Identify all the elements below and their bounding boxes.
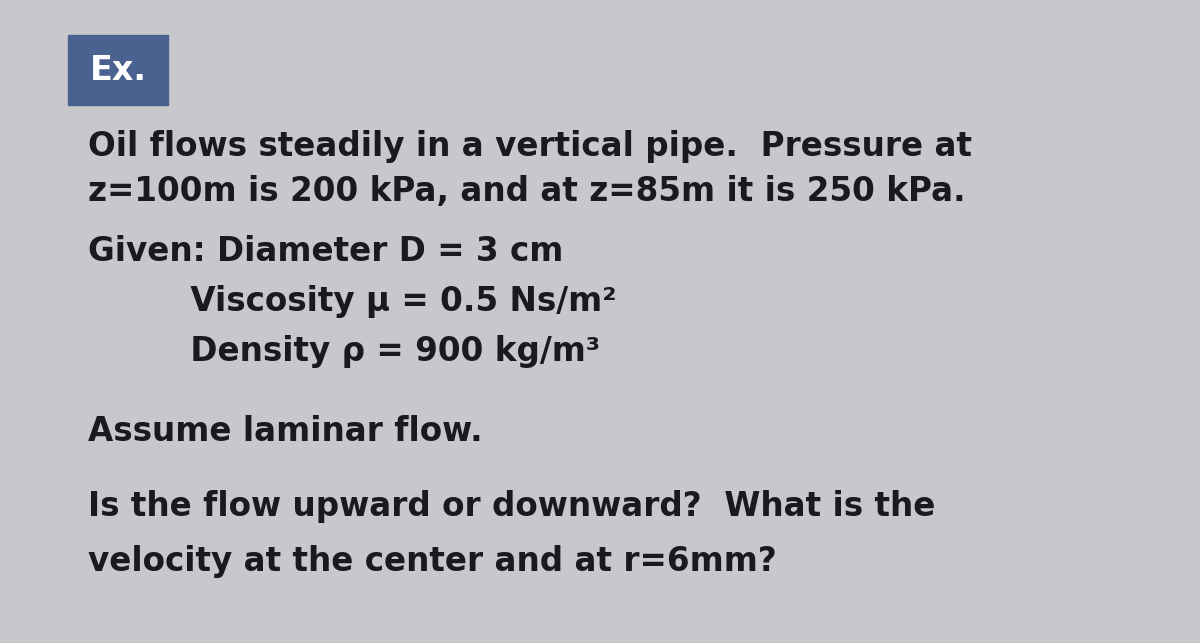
Text: Viscosity μ = 0.5 Ns/m²: Viscosity μ = 0.5 Ns/m² <box>88 285 617 318</box>
Text: Is the flow upward or downward?  What is the: Is the flow upward or downward? What is … <box>88 490 935 523</box>
Text: Given: Diameter D = 3 cm: Given: Diameter D = 3 cm <box>88 235 563 268</box>
Text: velocity at the center and at r=6mm?: velocity at the center and at r=6mm? <box>88 545 776 578</box>
Bar <box>68 35 168 105</box>
Text: Density ρ = 900 kg/m³: Density ρ = 900 kg/m³ <box>88 335 600 368</box>
Text: Ex.: Ex. <box>90 53 146 87</box>
Text: z=100m is 200 kPa, and at z=85m it is 250 kPa.: z=100m is 200 kPa, and at z=85m it is 25… <box>88 175 966 208</box>
Text: Assume laminar flow.: Assume laminar flow. <box>88 415 482 448</box>
Text: Oil flows steadily in a vertical pipe.  Pressure at: Oil flows steadily in a vertical pipe. P… <box>88 130 972 163</box>
